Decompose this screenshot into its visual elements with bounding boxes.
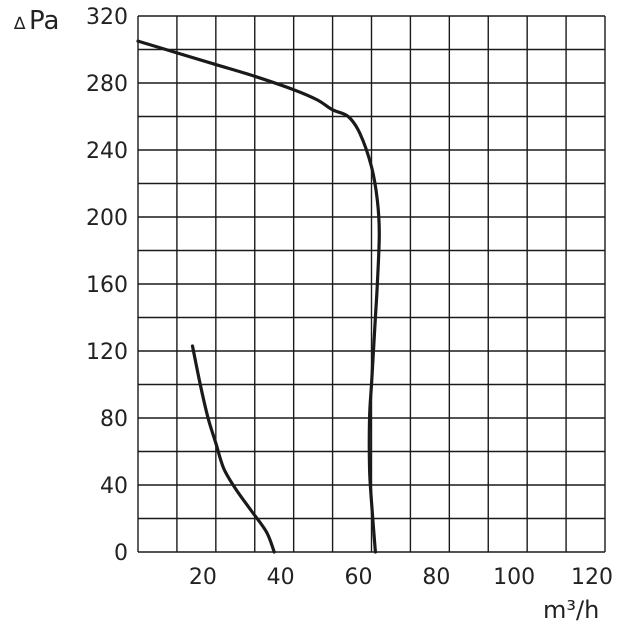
- x-tick-label: 40: [267, 565, 295, 590]
- series-layer: [136, 39, 381, 554]
- x-tick-label: 100: [493, 565, 535, 590]
- y-tick-label: 160: [86, 273, 128, 298]
- y-axis-prefix: ∆: [13, 14, 26, 34]
- series-2-line: [190, 344, 276, 554]
- x-tick-label: 20: [189, 565, 217, 590]
- tick-labels: 0 40 80 120 160 200 240 280 320 20 40 60 80 100 120: [86, 5, 613, 590]
- x-tick-label: 60: [345, 565, 373, 590]
- x-tick-label: 80: [422, 565, 450, 590]
- y-tick-label: 120: [86, 340, 128, 365]
- y-tick-label: 320: [86, 5, 128, 30]
- y-tick-label: 0: [114, 541, 128, 566]
- y-axis-label: Pa: [29, 6, 59, 36]
- y-tick-label: 200: [86, 206, 128, 231]
- y-tick-label: 80: [100, 407, 128, 432]
- series-1-line: [136, 39, 381, 554]
- x-tick-label: 120: [571, 565, 613, 590]
- x-axis-label: m³/h: [543, 596, 599, 624]
- y-tick-label: 280: [86, 72, 128, 97]
- y-tick-label: 40: [100, 474, 128, 499]
- grid: [137, 15, 606, 553]
- y-tick-label: 240: [86, 139, 128, 164]
